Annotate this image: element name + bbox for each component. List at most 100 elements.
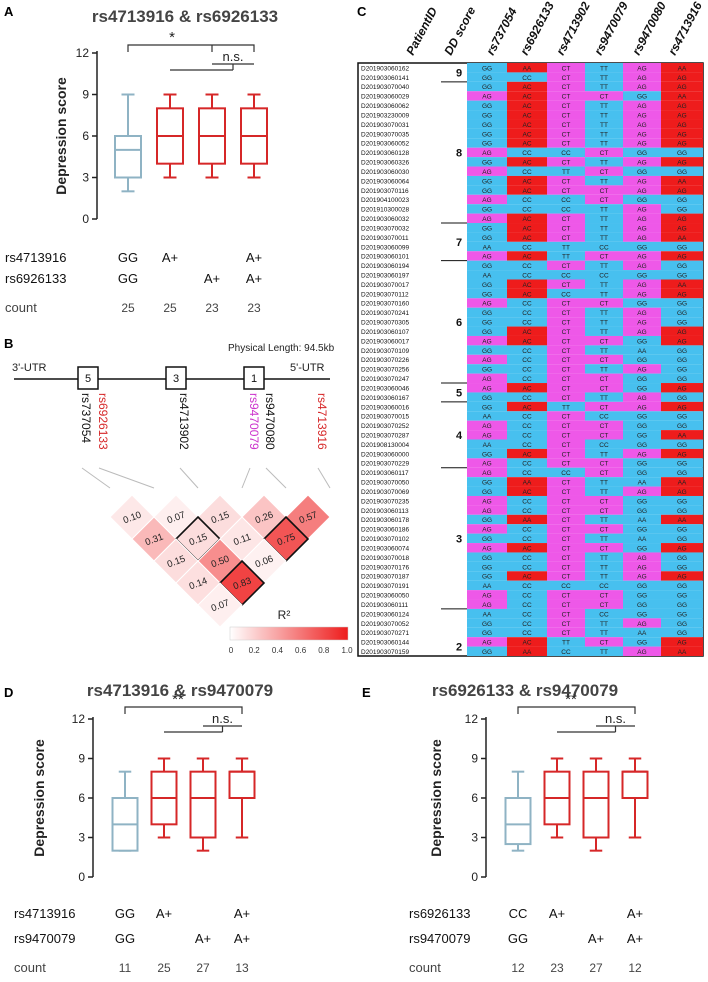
genotype-cell-bg (547, 251, 585, 261)
genotype-cell-bg (623, 439, 661, 449)
genotype-cell: CC (522, 207, 532, 214)
patient-id: D201903060194 (361, 263, 409, 270)
genotype-cell: GG (482, 207, 492, 214)
genotype-cell: AG (637, 329, 646, 336)
genotype-cell-bg (623, 138, 661, 148)
genotype-cell-bg (547, 354, 585, 365)
genotype-cell-bg (507, 204, 547, 214)
genotype-cell: AG (482, 423, 491, 430)
genotype-cell: TT (600, 75, 608, 82)
genotype-cell: CC (599, 442, 609, 449)
genotype-cell-bg (547, 467, 585, 478)
genotype-cell-bg (585, 175, 623, 186)
genotype-cell-bg (547, 81, 585, 92)
genotype-cell: TT (600, 178, 608, 185)
genotype-cell: GG (482, 404, 492, 411)
patient-id: D201903060099 (361, 244, 409, 251)
genotype-cell-bg (661, 580, 703, 591)
genotype-cell: TT (600, 649, 608, 656)
genotype-cell: CT (562, 414, 571, 421)
genotype-cell: AA (678, 480, 687, 487)
genotype-cell: AA (678, 65, 687, 72)
patient-id: D201903070032 (361, 225, 409, 232)
snp-connector (241, 467, 251, 489)
genotype-cell-bg (623, 552, 661, 562)
snp-label: rs9470080 (263, 393, 277, 450)
genotype-cell-bg (467, 63, 507, 73)
genotype-cell-bg (467, 552, 507, 562)
patient-id: D201903060101 (361, 254, 409, 261)
genotype-cell: GG (677, 150, 687, 157)
genotype-cell: AG (482, 593, 491, 600)
genotype-cell: GG (482, 178, 492, 185)
patient-id: D201903060064 (361, 178, 409, 185)
genotype-cell: CT (600, 498, 609, 505)
genotype-cell: GG (482, 536, 492, 543)
genotype-cell-bg (661, 345, 703, 355)
snp-label: rs4713902 (177, 393, 191, 450)
genotype-cell-bg (661, 533, 703, 544)
genotype-cell-bg (507, 383, 547, 393)
genotype-cell-bg (661, 72, 703, 82)
genotype-cell-bg (547, 373, 585, 384)
genotype-cell: GG (637, 593, 647, 600)
patient-id: D201903070256 (361, 367, 409, 374)
genotype-cell-bg (467, 307, 507, 318)
genotype-cell: AG (637, 291, 646, 298)
legend-tick: 0.8 (318, 646, 330, 655)
genotype-cell-bg (507, 110, 547, 120)
genotype-cell-bg (467, 383, 507, 393)
genotype-cell: A+ (162, 250, 178, 265)
genotype-cell: CC (509, 906, 528, 921)
genotype-cell: GG (637, 498, 647, 505)
genotype-cell-bg (585, 72, 623, 82)
genotype-cell: A+ (156, 906, 172, 921)
snp-label: rs6926133 (96, 393, 110, 450)
genotype-cell-bg (507, 486, 547, 496)
genotype-cell-bg (661, 646, 703, 656)
genotype-cell-bg (547, 608, 585, 619)
patient-id: D201903070052 (361, 621, 409, 628)
genotype-cell: CT (600, 508, 609, 515)
genotype-cell: GG (482, 320, 492, 327)
genotype-cell-bg (585, 458, 623, 468)
genotype-cell-bg (661, 627, 703, 638)
y-axis-label: Depression score (53, 77, 69, 195)
genotype-cell: CC (561, 583, 571, 590)
count-value: 27 (196, 961, 210, 975)
genotype-cell: CC (561, 207, 571, 214)
genotype-cell: GG (637, 376, 647, 383)
genotype-cell-bg (585, 326, 623, 336)
genotype-cell: CT (562, 301, 571, 308)
genotype-cell-bg (467, 157, 507, 167)
genotype-cell-bg (623, 430, 661, 440)
genotype-cell: CT (600, 593, 609, 600)
genotype-cell: AG (482, 433, 491, 440)
genotype-cell: A+ (549, 906, 565, 921)
genotype-cell-bg (467, 345, 507, 355)
genotype-cell: CT (600, 640, 609, 647)
genotype-cell-bg (661, 232, 703, 242)
count-value: 23 (550, 961, 564, 975)
patient-id: D201903070018 (361, 555, 409, 562)
genotype-cell-bg (507, 119, 547, 129)
y-tick-label: 6 (82, 129, 89, 143)
genotype-cell-bg (585, 288, 623, 299)
patient-id: D201903070235 (361, 498, 409, 505)
snp-connector (98, 467, 155, 489)
patient-id: D201910300028 (361, 207, 409, 214)
genotype-cell: AC (522, 451, 531, 458)
genotype-cell-bg (547, 204, 585, 214)
y-tick-label: 9 (471, 752, 478, 766)
genotype-cell: AG (677, 216, 686, 223)
genotype-cell: AG (677, 84, 686, 91)
genotype-cell-bg (585, 590, 623, 600)
genotype-cell: AG (482, 376, 491, 383)
genotype-cell-bg (585, 241, 623, 252)
genotype-cell-bg (547, 618, 585, 628)
genotype-cell: AG (482, 301, 491, 308)
genotype-cell: CT (562, 216, 571, 223)
genotype-cell-bg (623, 279, 661, 289)
genotype-cell: GG (677, 564, 687, 571)
genotype-cell-bg (467, 373, 507, 384)
